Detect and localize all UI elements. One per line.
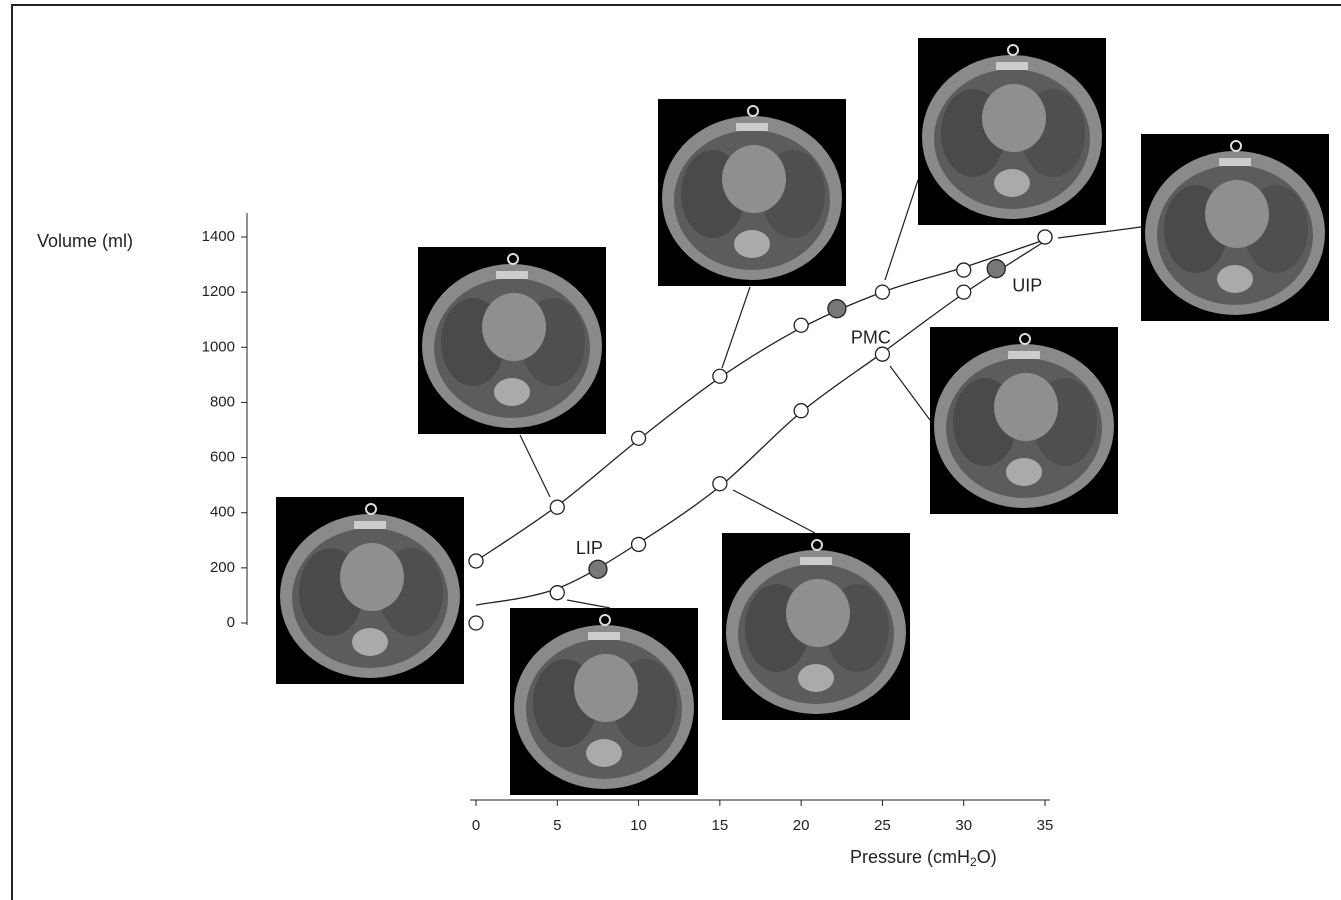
y-tick-label: 1400 (202, 228, 235, 245)
fit-curve (475, 240, 1046, 606)
y-tick-label: 600 (210, 449, 235, 466)
y-tick-label: 1000 (202, 338, 235, 355)
data-point (630, 430, 647, 446)
data-point (630, 536, 647, 553)
x-tick-label: 35 (1037, 817, 1054, 834)
point-label: UIP (1012, 275, 1042, 295)
inflection-point (588, 559, 608, 579)
y-tick-label: 1200 (202, 283, 235, 300)
data-point (468, 615, 484, 631)
data-point (712, 368, 728, 384)
data-point (549, 499, 565, 515)
y-tick-label: 200 (210, 559, 235, 576)
x-axis-label: Pressure (cmH2O) (850, 847, 997, 869)
connector-lines (519, 179, 1142, 609)
x-label-start: Pressure (cmH (850, 847, 970, 867)
x-tick-label: 30 (955, 817, 972, 834)
data-point (793, 317, 809, 333)
x-tick-label: 0 (472, 817, 480, 834)
data-point (956, 262, 972, 278)
x-tick-label: 25 (874, 817, 891, 834)
data-point (712, 476, 728, 492)
data-point (549, 585, 565, 601)
inflection-point (827, 299, 847, 319)
x-tick-label: 5 (553, 817, 561, 834)
data-point (1037, 229, 1053, 245)
x-tick-label: 10 (630, 817, 647, 834)
data-point (874, 346, 891, 362)
data-point (468, 553, 484, 569)
frame (11, 4, 1341, 900)
data-point (874, 284, 891, 300)
x-tick-label: 15 (712, 817, 729, 834)
fit-curve (475, 239, 1046, 562)
y-tick-label: 400 (210, 504, 235, 521)
y-tick-label: 0 (227, 614, 235, 631)
data-point (793, 403, 809, 419)
x-tick-label: 20 (793, 817, 810, 834)
y-axis-label: Volume (ml) (37, 231, 133, 251)
data-point (956, 284, 972, 300)
x-label-end: O) (977, 847, 997, 867)
point-label: PMC (851, 327, 891, 347)
point-label: LIP (576, 538, 603, 558)
x-label-sub: 2 (970, 855, 977, 869)
y-tick-label: 800 (210, 393, 235, 410)
inflection-point (986, 259, 1006, 279)
